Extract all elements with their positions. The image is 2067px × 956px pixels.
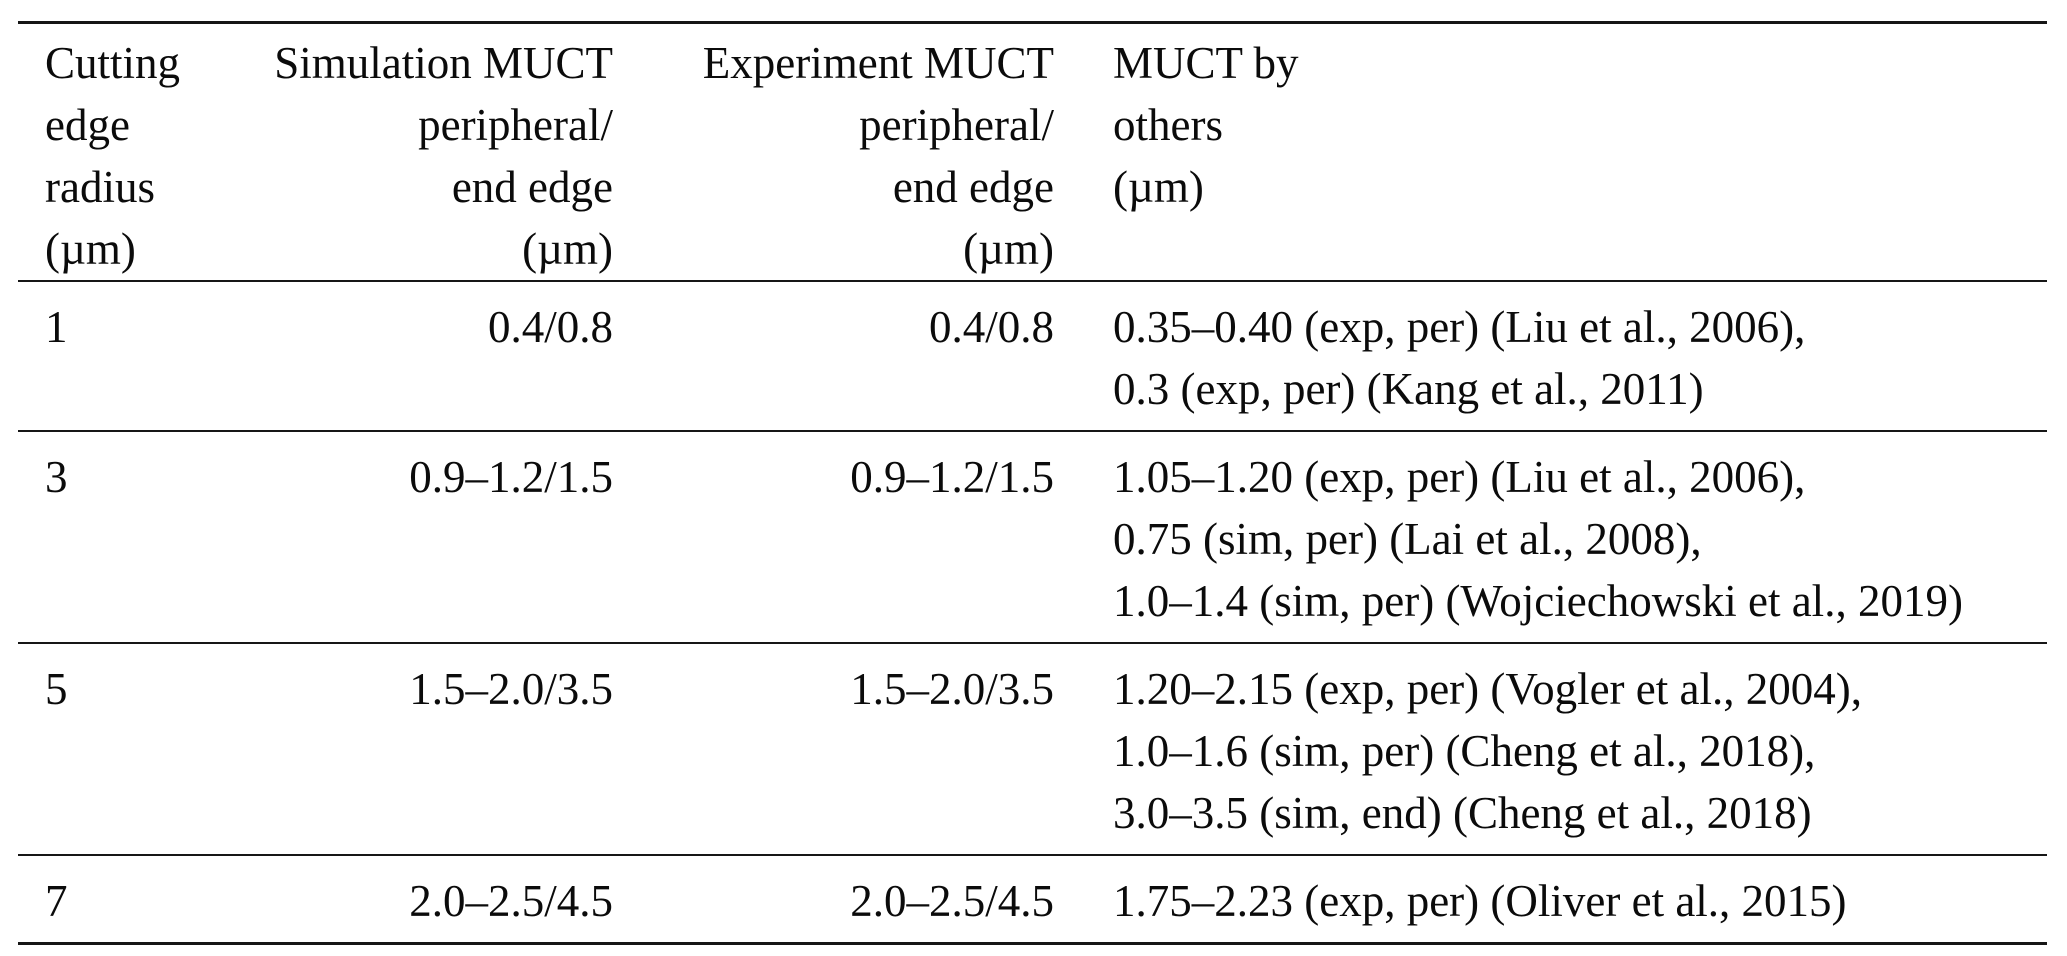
table-row: 7 2.0–2.5/4.5 2.0–2.5/4.5 1.75–2.23 (exp… — [18, 855, 2047, 944]
header-line: radius — [45, 162, 155, 212]
header-line: Simulation MUCT — [274, 38, 613, 88]
cell-muct-by-others: 0.35–0.40 (exp, per) (Liu et al., 2006),… — [1054, 281, 2047, 431]
reference-line: 1.0–1.6 (sim, per) (Cheng et al., 2018), — [1113, 726, 1816, 776]
col-header-simulation-muct: Simulation MUCT peripheral/ end edge (µm… — [255, 22, 613, 282]
header-line: (µm) — [45, 224, 136, 274]
cell-experiment-muct: 0.9–1.2/1.5 — [850, 452, 1054, 502]
reference-line: 0.35–0.40 (exp, per) (Liu et al., 2006), — [1113, 302, 1806, 352]
header-line: (µm) — [522, 224, 613, 274]
reference-line: 0.75 (sim, per) (Lai et al., 2008), — [1113, 514, 1702, 564]
reference-line: 1.0–1.4 (sim, per) (Wojciechowski et al.… — [1113, 576, 1963, 626]
reference-line: 3.0–3.5 (sim, end) (Cheng et al., 2018) — [1113, 788, 1812, 838]
header-line: others — [1113, 100, 1223, 150]
cell-simulation-muct: 2.0–2.5/4.5 — [409, 876, 613, 926]
header-line: (µm) — [963, 224, 1054, 274]
table-row: 3 0.9–1.2/1.5 0.9–1.2/1.5 1.05–1.20 (exp… — [18, 431, 2047, 643]
muct-comparison-table: Cutting edge radius (µm) Simulation MUCT… — [18, 21, 2047, 945]
reference-line: 1.20–2.15 (exp, per) (Vogler et al., 200… — [1113, 664, 1862, 714]
cell-simulation-muct: 0.4/0.8 — [487, 302, 613, 352]
header-line: peripheral/ — [859, 100, 1054, 150]
table-row: 1 0.4/0.8 0.4/0.8 0.35–0.40 (exp, per) (… — [18, 281, 2047, 431]
cell-simulation-muct: 0.9–1.2/1.5 — [409, 452, 613, 502]
cell-experiment-muct: 0.4/0.8 — [928, 302, 1054, 352]
cell-muct-by-others: 1.20–2.15 (exp, per) (Vogler et al., 200… — [1054, 643, 2047, 855]
cell-muct-by-others: 1.05–1.20 (exp, per) (Liu et al., 2006),… — [1054, 431, 2047, 643]
header-line: Cutting — [45, 38, 181, 88]
reference-line: 1.05–1.20 (exp, per) (Liu et al., 2006), — [1113, 452, 1806, 502]
cell-cutting-edge-radius: 7 — [45, 876, 68, 926]
cell-cutting-edge-radius: 3 — [45, 452, 68, 502]
col-header-cutting-edge-radius: Cutting edge radius (µm) — [18, 22, 255, 282]
reference-line: 1.75–2.23 (exp, per) (Oliver et al., 201… — [1113, 876, 1847, 926]
cell-cutting-edge-radius: 5 — [45, 664, 68, 714]
header-line: MUCT by — [1113, 38, 1299, 88]
cell-cutting-edge-radius: 1 — [45, 302, 68, 352]
cell-simulation-muct: 1.5–2.0/3.5 — [409, 664, 613, 714]
reference-line: 0.3 (exp, per) (Kang et al., 2011) — [1113, 364, 1704, 414]
header-line: edge — [45, 100, 130, 150]
col-header-experiment-muct: Experiment MUCT peripheral/ end edge (µm… — [613, 22, 1054, 282]
cell-muct-by-others: 1.75–2.23 (exp, per) (Oliver et al., 201… — [1054, 855, 2047, 944]
header-line: (µm) — [1113, 162, 1204, 212]
header-line: end edge — [892, 162, 1054, 212]
col-header-muct-by-others: MUCT by others (µm) — [1054, 22, 2047, 282]
header-row: Cutting edge radius (µm) Simulation MUCT… — [18, 22, 2047, 282]
table-row: 5 1.5–2.0/3.5 1.5–2.0/3.5 1.20–2.15 (exp… — [18, 643, 2047, 855]
cell-experiment-muct: 2.0–2.5/4.5 — [850, 876, 1054, 926]
header-line: Experiment MUCT — [702, 38, 1054, 88]
header-line: end edge — [451, 162, 613, 212]
cell-experiment-muct: 1.5–2.0/3.5 — [850, 664, 1054, 714]
header-line: peripheral/ — [418, 100, 613, 150]
